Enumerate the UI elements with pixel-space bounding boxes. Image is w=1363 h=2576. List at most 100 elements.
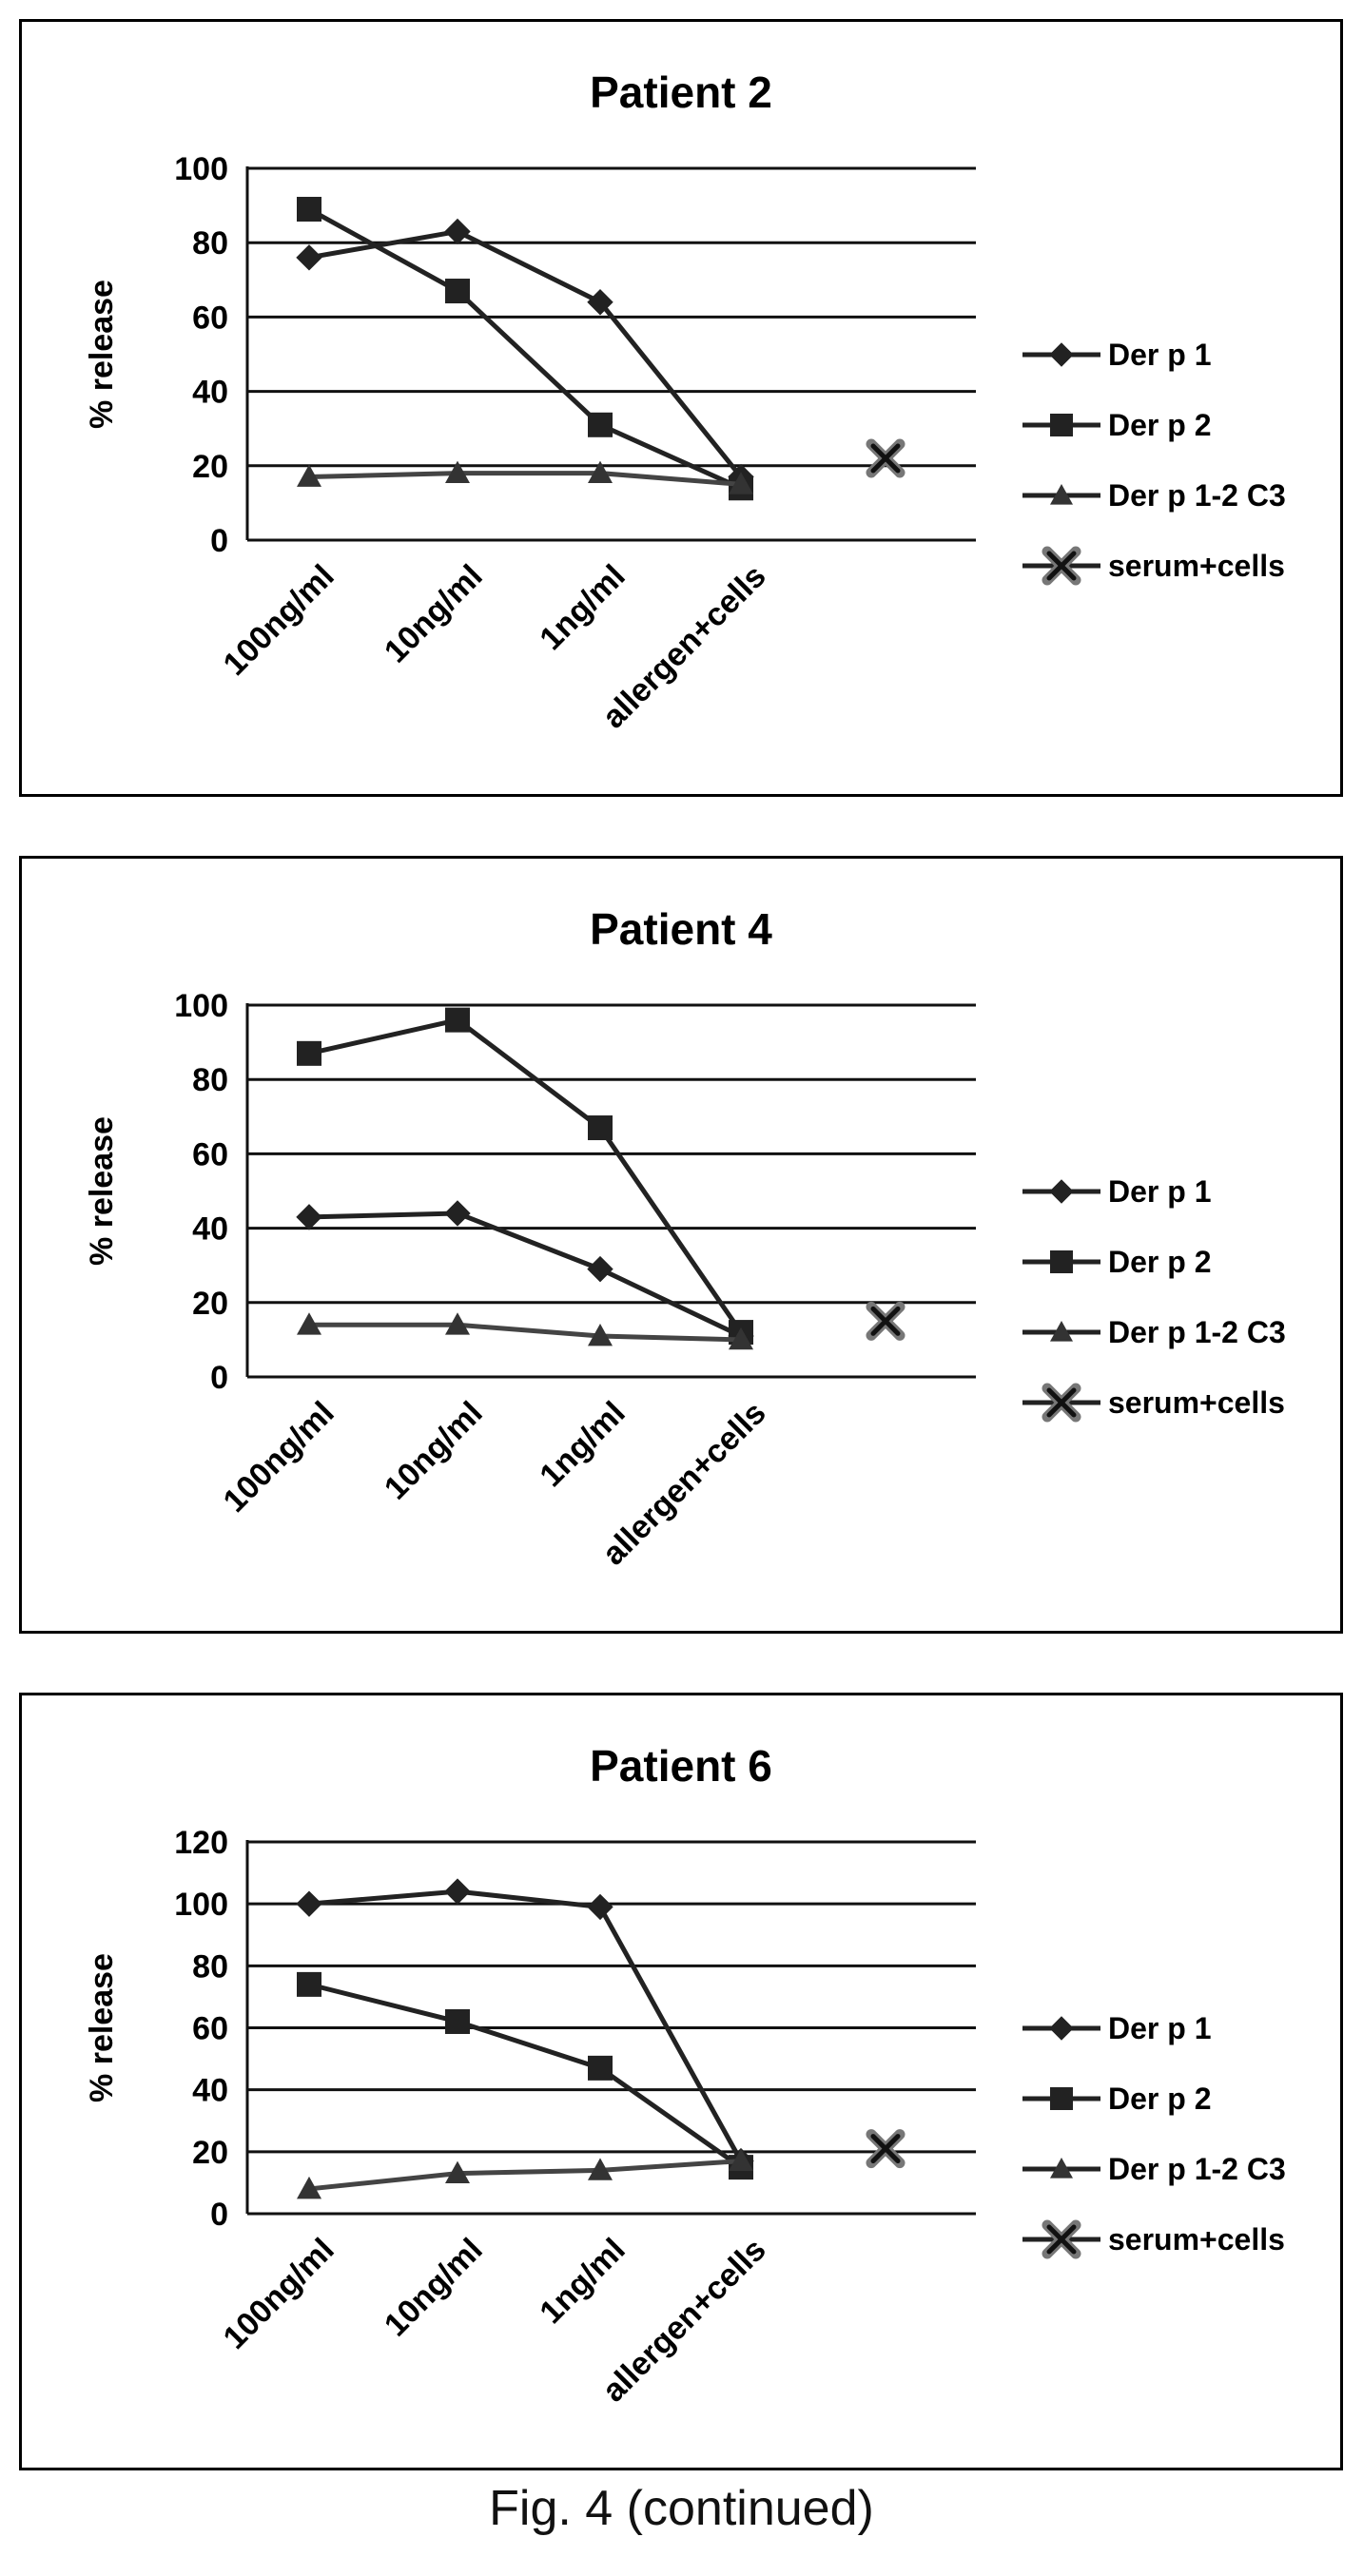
y-tick-label: 20 [192,2135,228,2171]
series-der-p-2 [297,197,753,501]
chart-panel-patient-4: Patient 4 0 20 40 60 80 100 % release 100ng/ml 10… [19,856,1343,1634]
data-point-der-p-1 [296,1890,322,1917]
series-serum-cells [866,438,905,478]
legend-entry-der-p-2: Der p 2 [1022,2082,1211,2116]
series-der-p-2 [297,1971,753,2180]
legend-marker-der-p-1-2-c3 [1050,2158,1073,2179]
data-point-der-p-1 [296,1204,322,1230]
data-point-der-p-1 [444,1878,471,1905]
series-line-der-p-2 [308,1017,744,1334]
y-tick-label: 100 [174,988,228,1024]
x-tick-label-100ng-ml: 100ng/ml [217,2232,341,2356]
data-point-der-p-1-2-c3 [729,1327,753,1350]
data-point-der-p-1-2-c3 [445,2160,470,2184]
legend-marker-serum-cells [1042,1383,1081,1423]
y-axis-label: % release [84,280,120,429]
x-tick-label-100ng-ml: 100ng/ml [217,1395,341,1520]
legend-label: Der p 1-2 C3 [1108,1315,1286,1349]
data-point-der-p-1 [587,289,613,316]
y-tick-label: 0 [210,2197,228,2233]
data-point-der-p-2 [445,1007,470,1033]
data-point-der-p-1-2-c3 [588,1323,613,1346]
data-point-der-p-1 [587,1255,613,1283]
legend-label: Der p 1-2 C3 [1108,2152,1286,2186]
y-tick-label: 60 [192,2011,228,2047]
data-point-serum-cells [866,1301,905,1341]
y-tick-label: 40 [192,1211,228,1248]
legend-marker-serum-cells [1042,546,1081,586]
legend-marker-der-p-1 [1049,1179,1074,1204]
data-point-der-p-1 [444,1200,471,1227]
data-point-der-p-1 [587,1893,613,1921]
data-point-der-p-2 [588,2055,613,2081]
legend-label: serum+cells [1108,1385,1285,1420]
legend-label: Der p 1 [1108,338,1211,372]
series-line-der-p-1-2-c3 [308,471,742,487]
legend-entry-der-p-1-2-c3: Der p 1-2 C3 [1022,2152,1286,2186]
series-der-p-2 [297,1007,753,1346]
x-tick-label-10ng-ml: 10ng/ml [378,2232,490,2344]
legend-marker-der-p-2 [1050,2087,1073,2110]
y-axis-label: % release [84,1116,120,1266]
legend-marker-serum-cells [1042,2219,1081,2259]
figure-caption: Fig. 4 (continued) [489,2481,874,2536]
data-point-der-p-2 [445,279,470,304]
legend-marker-der-p-1 [1049,342,1074,367]
y-tick-label: 20 [192,449,228,485]
data-point-der-p-2 [297,1040,321,1066]
data-point-der-p-1-2-c3 [297,2176,321,2199]
legend-entry-serum-cells: serum+cells [1022,546,1285,586]
legend-entry-der-p-1: Der p 1 [1022,2011,1211,2045]
series-line-der-p-1-2-c3 [309,1322,742,1343]
series-der-p-1-2-c3 [297,1312,753,1350]
legend-entry-der-p-1-2-c3: Der p 1-2 C3 [1022,1315,1286,1349]
data-point-der-p-2 [297,1971,321,1997]
y-tick-label: 100 [174,151,228,187]
legend-label: Der p 2 [1108,2082,1211,2116]
x-tick-label-1ng-ml: 1ng/ml [533,2232,632,2331]
legend-entry-der-p-2: Der p 2 [1022,408,1211,442]
y-tick-label: 0 [210,1360,228,1396]
x-tick-label-10ng-ml: 10ng/ml [378,1395,490,1507]
legend-marker-der-p-1-2-c3 [1050,484,1073,505]
data-point-der-p-1-2-c3 [588,460,613,484]
legend-marker-der-p-2 [1050,1250,1073,1273]
data-point-der-p-1-2-c3 [445,1312,470,1335]
series-serum-cells [866,1301,905,1341]
x-tick-label-100ng-ml: 100ng/ml [217,558,341,683]
data-point-serum-cells [866,438,905,478]
data-point-der-p-1-2-c3 [588,2158,613,2180]
series-der-p-1-2-c3 [297,460,753,494]
legend-entry-der-p-1-2-c3: Der p 1-2 C3 [1022,478,1286,513]
chart-svg: Patient 2 0 20 40 60 80 100 % release 100ng/ml 10… [84,68,1286,735]
chart-title: Patient 4 [590,904,772,954]
series-line-der-p-1 [308,228,743,479]
y-tick-label: 60 [192,1136,228,1172]
legend-entry-der-p-1: Der p 1 [1022,338,1211,372]
legend-label: Der p 2 [1108,1245,1211,1279]
data-point-der-p-2 [297,197,321,223]
data-point-der-p-1 [296,244,322,271]
y-tick-label: 80 [192,225,228,261]
legend-label: Der p 1 [1108,1174,1211,1209]
data-point-der-p-2 [588,1115,613,1141]
y-tick-label: 80 [192,1948,228,1985]
y-axis-label: % release [84,1953,120,2102]
chart-svg: Patient 6 0 20 40 60 80 100 120 % release 100ng/m… [84,1741,1286,2409]
y-tick-label: 60 [192,300,228,336]
chart-title: Patient 6 [590,1741,772,1791]
y-tick-label: 0 [210,523,228,559]
legend-label: Der p 1-2 C3 [1108,478,1286,513]
legend-marker-der-p-1-2-c3 [1050,1321,1073,1342]
series-line-der-p-1 [308,1888,744,2162]
x-tick-label-10ng-ml: 10ng/ml [378,558,490,670]
legend-label: serum+cells [1108,549,1285,583]
data-point-der-p-1-2-c3 [729,2148,753,2172]
legend-entry-serum-cells: serum+cells [1022,2219,1285,2259]
chart-panel-patient-6: Patient 6 0 20 40 60 80 100 120 % release 100ng/m… [19,1693,1343,2470]
chart-title: Patient 2 [590,68,772,117]
series-der-p-1-2-c3 [297,2148,753,2199]
series-line-der-p-2 [308,1982,743,2170]
chart-svg: Patient 4 0 20 40 60 80 100 % release 100ng/ml 10… [84,904,1286,1572]
y-tick-label: 100 [174,1887,228,1923]
